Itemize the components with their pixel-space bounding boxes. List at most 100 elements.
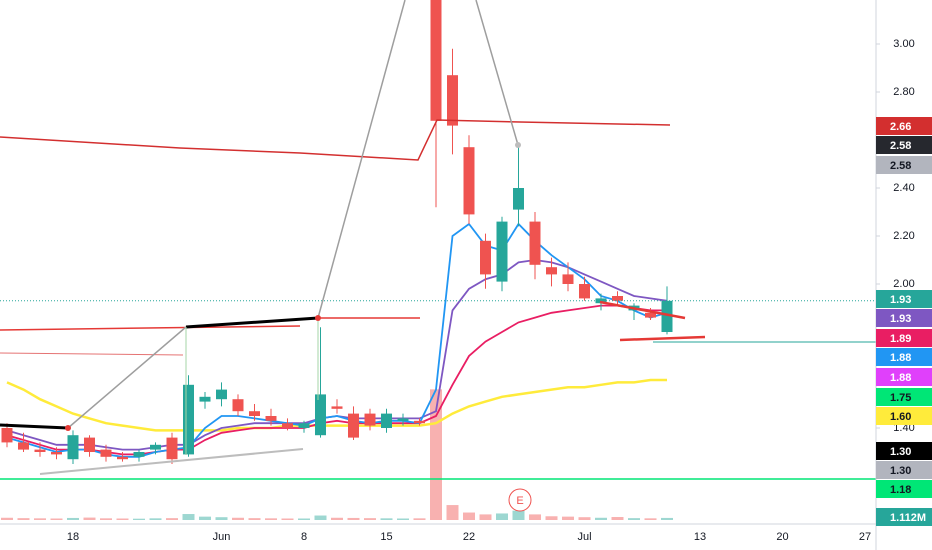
candle-body [183, 384, 194, 455]
volume-bar [479, 514, 492, 520]
candle-body [249, 411, 260, 417]
drawn-line [475, 0, 519, 146]
anchor [315, 315, 321, 321]
moving-average-line [6, 304, 667, 456]
volume-bar [199, 516, 211, 520]
price-badge [876, 348, 932, 366]
price-badge [876, 290, 932, 308]
candle-body [18, 442, 29, 450]
candle-body [348, 413, 359, 438]
volume-bar [347, 517, 360, 520]
candle-body [480, 240, 491, 275]
x-tick-label: Jun [213, 531, 231, 543]
candle-body [166, 437, 178, 460]
y-tick-label: 3.00 [893, 38, 914, 50]
candle-body [298, 423, 310, 429]
candle-body [463, 147, 475, 215]
volume-bar [1, 517, 13, 520]
volume-bar [446, 505, 459, 520]
price-badge [876, 136, 932, 154]
price-badge-label: 1.30 [890, 446, 911, 458]
volume-bar [628, 518, 640, 520]
volume-bar [281, 518, 294, 520]
x-tick-label: Jul [577, 531, 591, 543]
volume-bar [215, 517, 228, 520]
drawn-line [0, 423, 69, 430]
candle-body [315, 394, 326, 436]
volume-bar [380, 518, 393, 520]
candle-body [34, 449, 46, 453]
event-circle[interactable] [508, 488, 532, 512]
candle-body [216, 389, 227, 400]
x-tick-label: 27 [859, 531, 871, 543]
volume-bar [298, 518, 310, 520]
candle-body [232, 399, 244, 412]
candle-body [67, 435, 79, 460]
volume-bar [182, 514, 195, 520]
x-tick-label: 13 [694, 531, 706, 543]
price-badge [876, 480, 932, 498]
volume-bar [232, 517, 244, 520]
candle-body [661, 300, 673, 333]
x-tick-label: 20 [776, 531, 788, 543]
candle-body [84, 437, 95, 453]
volume-bar [611, 517, 624, 520]
price-badge [876, 117, 932, 135]
volume-bar [116, 518, 129, 520]
volume-bar [529, 514, 541, 520]
anchored-line [0, 119, 671, 161]
price-badge-label: 2.66 [890, 121, 911, 133]
event-marker[interactable]: E [508, 488, 532, 512]
price-badge-label: 1.60 [890, 411, 911, 423]
y-tick-label: 2.20 [893, 230, 914, 242]
candle-body [414, 420, 425, 424]
volume-bar [265, 518, 277, 520]
volume-bar [496, 513, 508, 520]
candle-body [595, 298, 607, 304]
candle-body [51, 452, 62, 455]
candle-body [150, 444, 161, 450]
drawn-line [0, 325, 301, 331]
event-label[interactable]: E [516, 495, 523, 507]
volume-bar [397, 518, 409, 520]
drawn-line [599, 300, 686, 320]
y-tick-label: 2.40 [893, 182, 914, 194]
candle-body [397, 418, 409, 421]
candle-body [562, 274, 574, 285]
candle-body [430, 0, 442, 121]
anchor [65, 425, 71, 431]
price-badge [876, 156, 932, 174]
volume-bar [512, 510, 525, 520]
price-badge [876, 461, 932, 479]
price-badge-label: 1.89 [890, 333, 911, 345]
candle-body [1, 428, 13, 443]
candle-body [579, 284, 590, 299]
x-tick-label: 18 [67, 531, 79, 543]
volume-bar [100, 518, 112, 520]
drawings [0, 0, 876, 480]
price-badge [876, 442, 932, 460]
volume-bar [34, 518, 46, 520]
candle-body [513, 187, 524, 210]
price-badge-label: 1.88 [890, 372, 911, 384]
volume-bar [545, 516, 558, 520]
price-badge [876, 309, 932, 327]
x-tick-label: 8 [301, 531, 307, 543]
x-tick-label: 22 [463, 531, 475, 543]
volume-bar [314, 515, 327, 520]
volume-bar [595, 517, 607, 520]
anchor [515, 142, 521, 148]
price-badge-label: 1.88 [890, 352, 911, 364]
candle-body [529, 221, 541, 265]
price-badge-label: 2.58 [890, 140, 911, 152]
candle-body [331, 406, 343, 409]
volume-bar [413, 518, 426, 520]
volume-bar [133, 518, 145, 520]
drawn-line [67, 326, 187, 429]
drawn-line [39, 448, 304, 475]
candle-body [100, 449, 112, 457]
y-tick-label: 2.00 [893, 278, 914, 290]
